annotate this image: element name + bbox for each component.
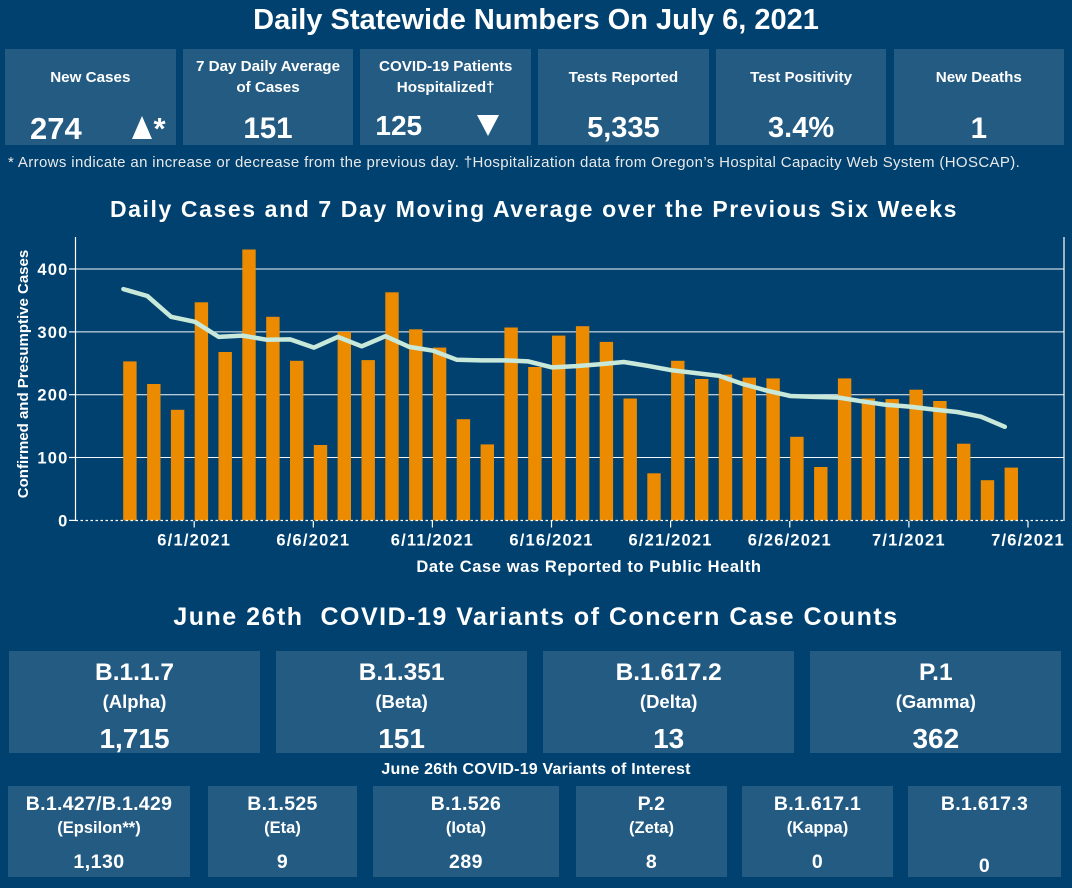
svg-text:7/6/2021: 7/6/2021	[991, 532, 1065, 550]
svg-text:100: 100	[37, 450, 68, 468]
svg-text:300: 300	[37, 324, 68, 342]
svg-text:Date Case was Reported to Publ: Date Case was Reported to Public Health	[416, 558, 761, 576]
svg-text:Confirmed and Presumptive Case: Confirmed and Presumptive Cases	[15, 250, 32, 498]
svg-text:6/6/2021: 6/6/2021	[276, 532, 350, 550]
svg-text:400: 400	[37, 261, 68, 279]
svg-text:6/21/2021: 6/21/2021	[628, 532, 712, 550]
svg-text:7/1/2021: 7/1/2021	[872, 532, 946, 550]
svg-text:6/1/2021: 6/1/2021	[157, 532, 231, 550]
svg-text:0: 0	[58, 512, 68, 530]
svg-text:6/16/2021: 6/16/2021	[509, 532, 593, 550]
svg-text:6/26/2021: 6/26/2021	[748, 532, 832, 550]
svg-text:200: 200	[37, 387, 68, 405]
svg-text:6/11/2021: 6/11/2021	[391, 532, 474, 550]
